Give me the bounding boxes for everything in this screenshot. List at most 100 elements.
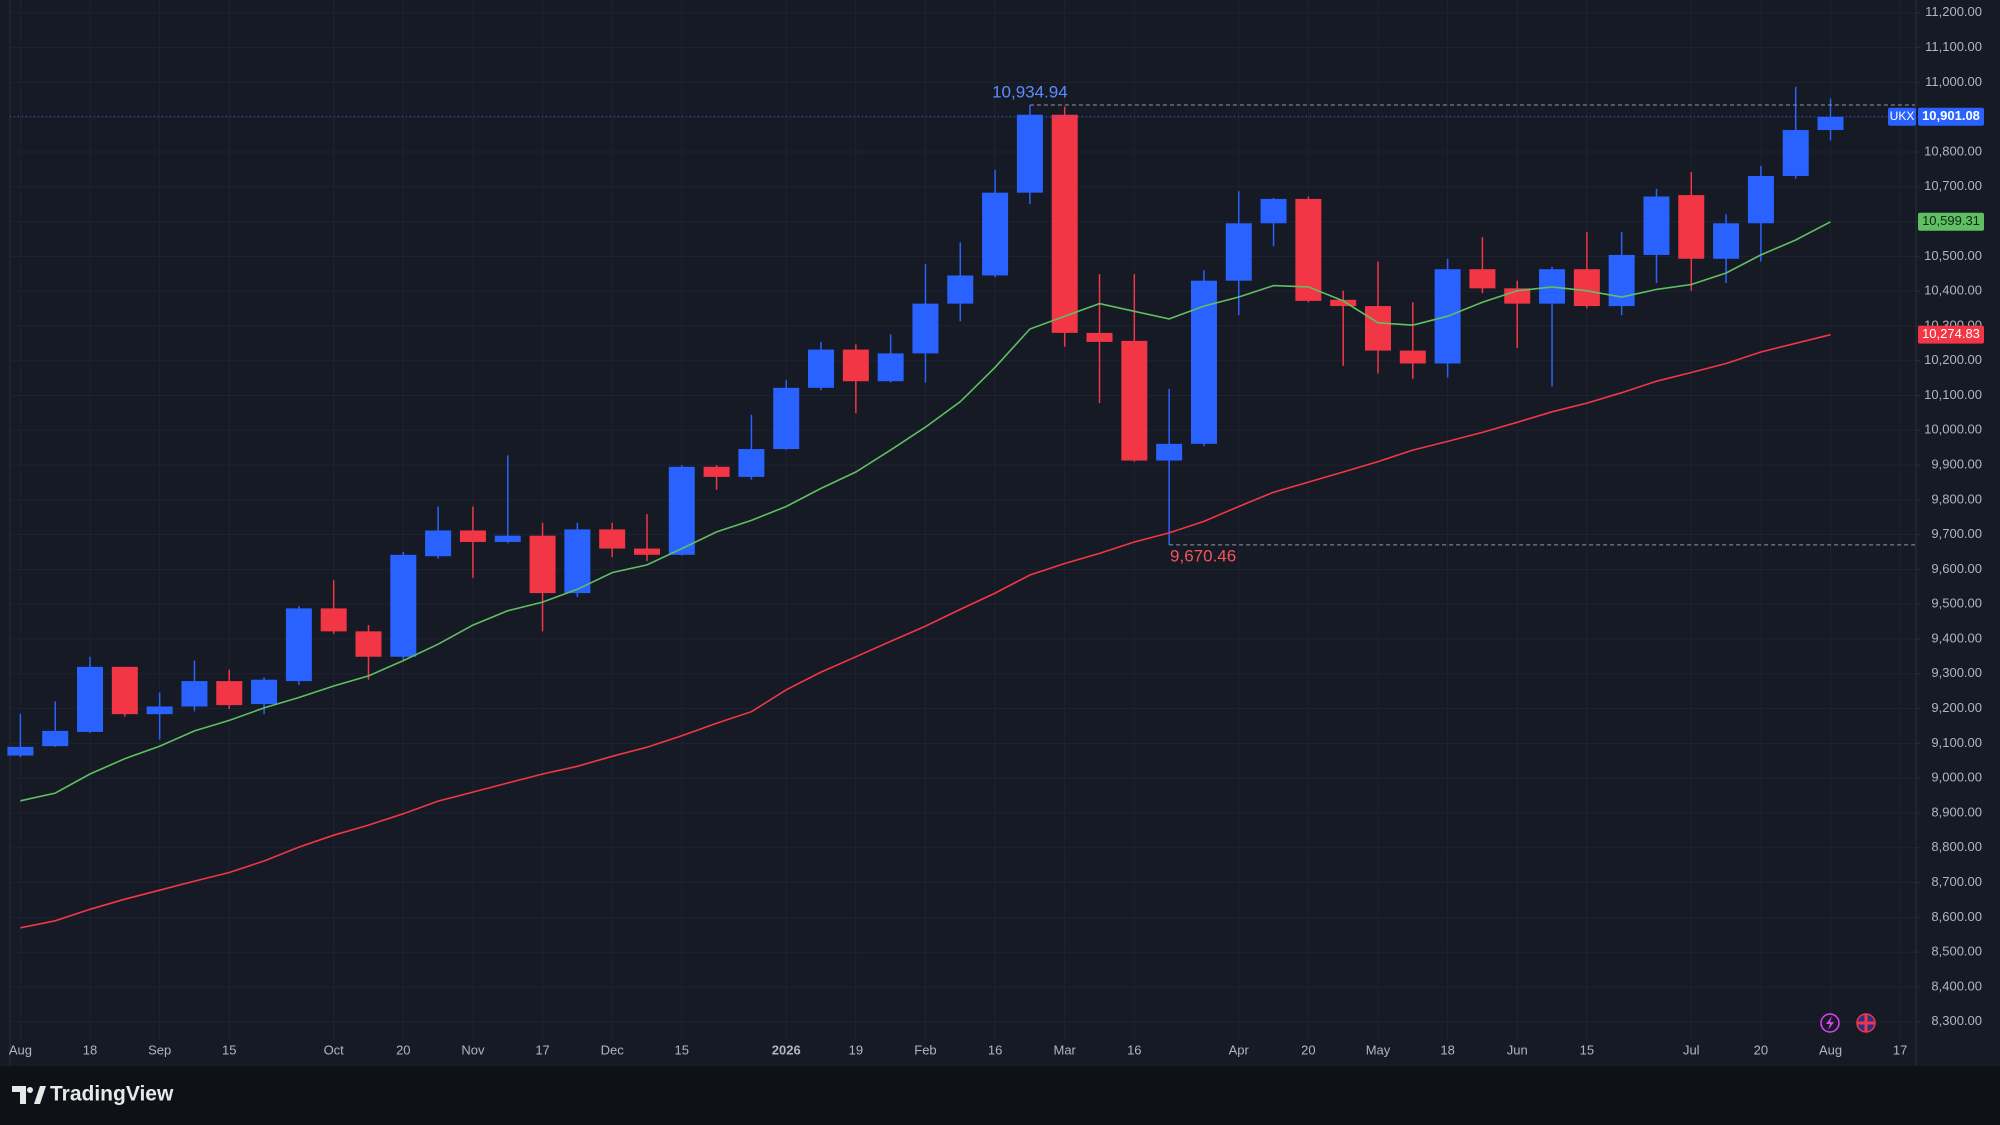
y-tick-label: 9,600.00 <box>1931 561 1982 576</box>
candle-body <box>564 529 591 594</box>
x-tick-label: 15 <box>675 1042 689 1057</box>
candle-body <box>1364 306 1391 351</box>
symbol-tag <box>1888 107 1916 126</box>
y-tick-label: 9,400.00 <box>1931 630 1982 645</box>
candle-body <box>355 631 382 657</box>
x-tick-label: Aug <box>1819 1042 1842 1057</box>
chart-background <box>0 0 2000 1066</box>
x-tick-label: Feb <box>914 1042 936 1057</box>
y-tick-label: 9,200.00 <box>1931 700 1982 715</box>
y-tick-label: 9,800.00 <box>1931 491 1982 506</box>
last-price-tag <box>1918 107 1984 126</box>
y-tick-label: 9,500.00 <box>1931 596 1982 611</box>
y-tick-label: 10,500.00 <box>1924 248 1982 263</box>
candle-body <box>111 666 138 715</box>
candle-body <box>1225 223 1252 281</box>
x-tick-label: 19 <box>849 1042 863 1057</box>
candle-body <box>1643 196 1670 255</box>
x-tick-label: 20 <box>1301 1042 1315 1057</box>
candle-body <box>1190 280 1217 444</box>
y-tick-label: 8,800.00 <box>1931 839 1982 854</box>
x-tick-label: 18 <box>83 1042 97 1057</box>
candle-body <box>1469 269 1496 289</box>
lightning-glyph <box>1826 1016 1834 1030</box>
candle-body <box>1747 175 1774 224</box>
x-tick-label: May <box>1366 1042 1391 1057</box>
symbol-label: UKX <box>1890 109 1915 123</box>
ma-price-tag <box>1918 212 1984 231</box>
candle-body <box>703 466 730 477</box>
x-tick-label: 18 <box>1440 1042 1454 1057</box>
x-tick-label: Aug <box>9 1042 32 1057</box>
candle-body <box>425 530 452 557</box>
candle-body <box>285 608 312 682</box>
candle-body <box>1121 340 1148 461</box>
candle-body <box>494 535 521 542</box>
candle-body <box>1678 195 1705 259</box>
x-tick-label: Jul <box>1683 1042 1700 1057</box>
y-tick-label: 8,400.00 <box>1931 978 1982 993</box>
y-tick-label: 8,600.00 <box>1931 909 1982 924</box>
candle-body <box>1817 116 1844 131</box>
lightning-icon[interactable] <box>1820 1013 1840 1033</box>
logo-mark <box>12 1086 26 1104</box>
candle-body <box>1713 223 1740 259</box>
x-tick-label: Jun <box>1507 1042 1528 1057</box>
x-tick-label: 2026 <box>772 1042 801 1057</box>
y-tick-label: 9,000.00 <box>1931 770 1982 785</box>
moving-average-line <box>20 333 1831 929</box>
candle-body <box>1399 350 1426 364</box>
y-tick-label: 8,700.00 <box>1931 874 1982 889</box>
candle-body <box>842 349 869 382</box>
x-tick-label: 20 <box>396 1042 410 1057</box>
y-tick-label: 8,500.00 <box>1931 944 1982 959</box>
icons <box>1820 1013 1876 1033</box>
ma-price-tag <box>1918 325 1984 344</box>
candle-body <box>216 681 243 706</box>
candle-body <box>1016 114 1043 193</box>
candle-body <box>1156 443 1183 461</box>
candle-body <box>77 666 104 732</box>
candle-body <box>181 681 208 707</box>
candle-body <box>668 466 695 555</box>
candle-body <box>146 706 173 715</box>
y-tick-label: 8,300.00 <box>1931 1013 1982 1028</box>
candle-body <box>912 303 939 354</box>
y-tick-label: 10,700.00 <box>1924 178 1982 193</box>
y-tick-label: 10,100.00 <box>1924 387 1982 402</box>
logo-slash <box>34 1086 46 1104</box>
footer-background <box>0 1066 2000 1125</box>
logo-dot <box>27 1087 33 1093</box>
x-tick-label: Nov <box>461 1042 485 1057</box>
price-axis: 8,300.00 8,400.00 8,500.00 8,600.00 8,700.00… <box>9 4 1984 1057</box>
candle-body <box>1086 332 1113 342</box>
moving-average-line <box>20 221 1831 802</box>
candle-body <box>7 746 34 756</box>
x-tick-label: Sep <box>148 1042 171 1057</box>
candle-body <box>773 387 800 450</box>
candle-body <box>982 192 1009 276</box>
grid <box>10 0 1916 1040</box>
x-tick-label: 15 <box>1580 1042 1594 1057</box>
x-tick-label: Apr <box>1229 1042 1250 1057</box>
y-tick-label: 10,000.00 <box>1924 422 1982 437</box>
candle-body <box>877 353 904 382</box>
candle-body <box>390 554 417 657</box>
candle-body <box>251 679 278 705</box>
x-tick-label: 15 <box>222 1042 236 1057</box>
candle-body <box>1260 198 1287 224</box>
y-tick-label: 10,200.00 <box>1924 352 1982 367</box>
candle-body <box>808 349 835 388</box>
x-tick-label: 17 <box>535 1042 549 1057</box>
candle-body <box>1782 130 1809 176</box>
x-tick-label: 16 <box>988 1042 1002 1057</box>
brand-logo[interactable]: TradingView <box>12 1083 174 1106</box>
x-tick-label: 16 <box>1127 1042 1141 1057</box>
y-tick-label: 10,800.00 <box>1924 143 1982 158</box>
flag-cross <box>1857 1014 1875 1032</box>
candle-body <box>1295 198 1322 301</box>
candle-body <box>459 530 486 542</box>
ma-price-label: 10,599.31 <box>1922 213 1980 228</box>
x-tick-label: Oct <box>324 1042 345 1057</box>
